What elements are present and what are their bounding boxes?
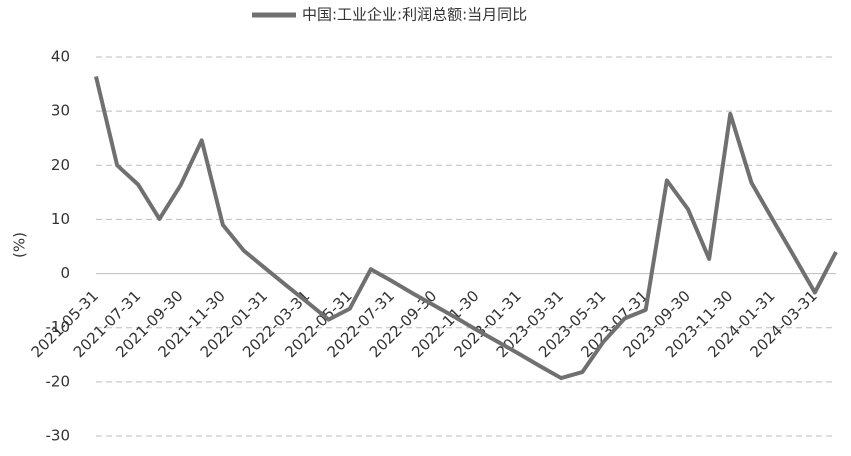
- y-tick-label: -20: [46, 372, 71, 390]
- y-axis-label: (%): [11, 232, 29, 258]
- y-tick-label: 10: [51, 210, 70, 228]
- y-tick-label: 40: [51, 48, 70, 66]
- y-tick-label: -30: [46, 427, 71, 445]
- y-tick-label: 30: [51, 102, 70, 120]
- legend-label: 中国:工业企业:利润总额:当月同比: [302, 6, 527, 24]
- y-tick-label: 20: [51, 156, 70, 174]
- y-tick-label: -10: [46, 318, 71, 336]
- data-line: [94, 76, 838, 381]
- y-tick-label: 0: [60, 264, 70, 282]
